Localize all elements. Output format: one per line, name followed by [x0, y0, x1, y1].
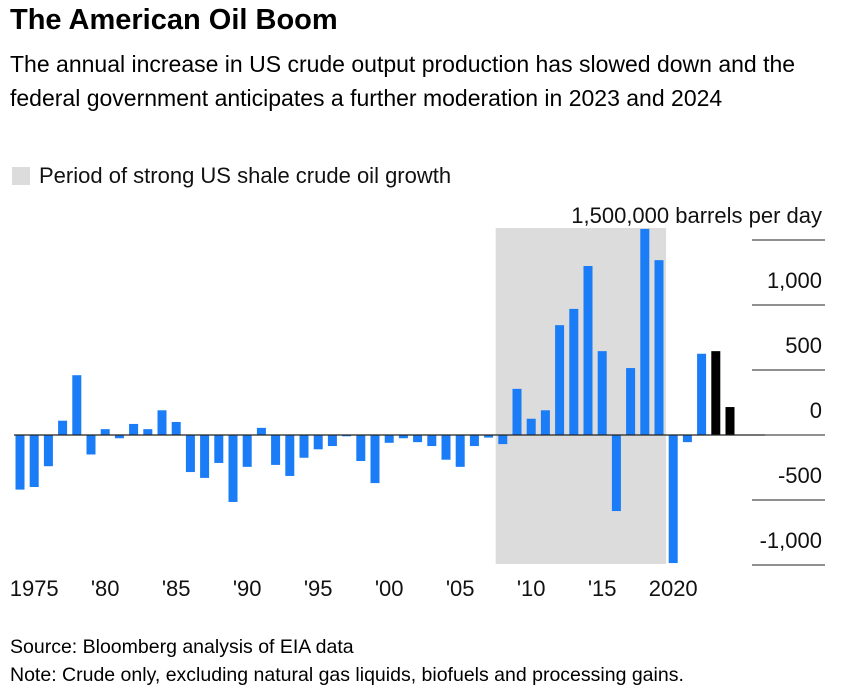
bar [143, 429, 153, 435]
bar [256, 427, 266, 435]
shade-period [495, 228, 667, 564]
bar [171, 422, 181, 435]
x-tick-label: 2020 [649, 576, 698, 601]
chart-title: The American Oil Boom [10, 4, 338, 36]
bar [455, 435, 465, 467]
bar [129, 423, 139, 435]
bar [484, 435, 494, 438]
bar [185, 435, 195, 473]
y-tick-label: 1,500,000 barrels per day [571, 203, 822, 228]
legend-swatch [12, 167, 30, 185]
bar [540, 410, 550, 435]
bar [285, 435, 295, 476]
bar [86, 435, 96, 455]
bar [157, 410, 167, 435]
y-tick-label: -500 [778, 463, 822, 488]
bar [384, 435, 394, 443]
bar [228, 435, 238, 502]
bar [29, 435, 39, 487]
bar [72, 375, 82, 435]
bar [200, 435, 210, 478]
x-tick-label: 1975 [10, 576, 59, 601]
bar [100, 429, 110, 435]
x-tick-label: '95 [304, 576, 333, 601]
bar [597, 351, 607, 435]
bar [697, 353, 707, 435]
bar [711, 351, 721, 435]
x-tick-label: '00 [375, 576, 404, 601]
bar [370, 435, 380, 484]
bar [469, 435, 479, 447]
bar [427, 435, 437, 447]
chart-subtitle: The annual increase in US crude output p… [10, 51, 796, 111]
bar [668, 435, 678, 564]
bar [626, 368, 636, 435]
bar [583, 266, 593, 435]
bar [242, 435, 252, 467]
bar [512, 388, 522, 435]
bar [441, 435, 451, 460]
bar [569, 308, 579, 435]
y-tick-label: -1,000 [760, 528, 822, 553]
x-tick-label: '90 [233, 576, 262, 601]
bar [611, 435, 621, 512]
x-tick-label: '05 [446, 576, 475, 601]
bar [43, 435, 53, 467]
bar [640, 228, 650, 435]
bar [299, 435, 309, 458]
bar [413, 435, 423, 443]
legend-label: Period of strong US shale crude oil grow… [39, 163, 451, 188]
bar [498, 435, 508, 445]
bar [682, 435, 692, 443]
bar [114, 435, 124, 439]
y-tick-label: 0 [810, 398, 822, 423]
bar [654, 260, 664, 435]
bar [555, 325, 565, 435]
x-tick-label: '10 [517, 576, 546, 601]
x-tick-label: '15 [588, 576, 617, 601]
bar [58, 420, 68, 435]
y-tick-label: 1,000 [767, 268, 822, 293]
x-tick-label: '85 [162, 576, 191, 601]
bar [214, 435, 224, 463]
bar [313, 435, 323, 450]
note: Note: Crude only, excluding natural gas … [10, 664, 684, 686]
y-tick-label: 500 [785, 333, 822, 358]
source: Source: Bloomberg analysis of EIA data [10, 636, 354, 658]
bar [327, 435, 337, 447]
x-tick-label: '80 [91, 576, 120, 601]
bar [271, 435, 281, 465]
bar [356, 435, 366, 461]
bar [398, 435, 408, 439]
bar [725, 407, 735, 435]
bar [15, 435, 25, 490]
bar [526, 418, 536, 435]
bar [342, 435, 352, 437]
